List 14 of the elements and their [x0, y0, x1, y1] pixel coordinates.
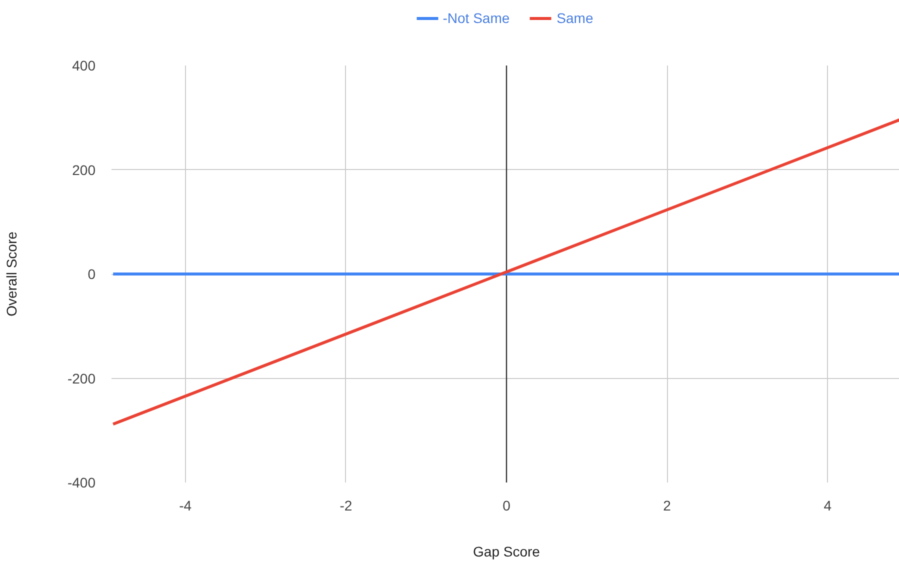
- y-tick-label: 0: [88, 266, 96, 282]
- legend-label: -Not Same: [442, 10, 510, 26]
- x-tick-label: 2: [663, 498, 672, 514]
- y-axis-title: Overall Score: [3, 231, 20, 316]
- y-tick-label: 400: [72, 58, 96, 74]
- x-tick-label: 4: [824, 498, 832, 514]
- y-tick-label: -400: [67, 474, 96, 490]
- y-tick-label: 200: [72, 162, 96, 178]
- y-tick-label: -200: [67, 370, 96, 386]
- legend-label: Same: [556, 10, 594, 26]
- x-tick-label: 0: [502, 498, 511, 514]
- x-tick-label: -2: [340, 498, 352, 514]
- x-tick-label: -4: [179, 498, 192, 514]
- x-axis-title: Gap Score: [473, 544, 540, 560]
